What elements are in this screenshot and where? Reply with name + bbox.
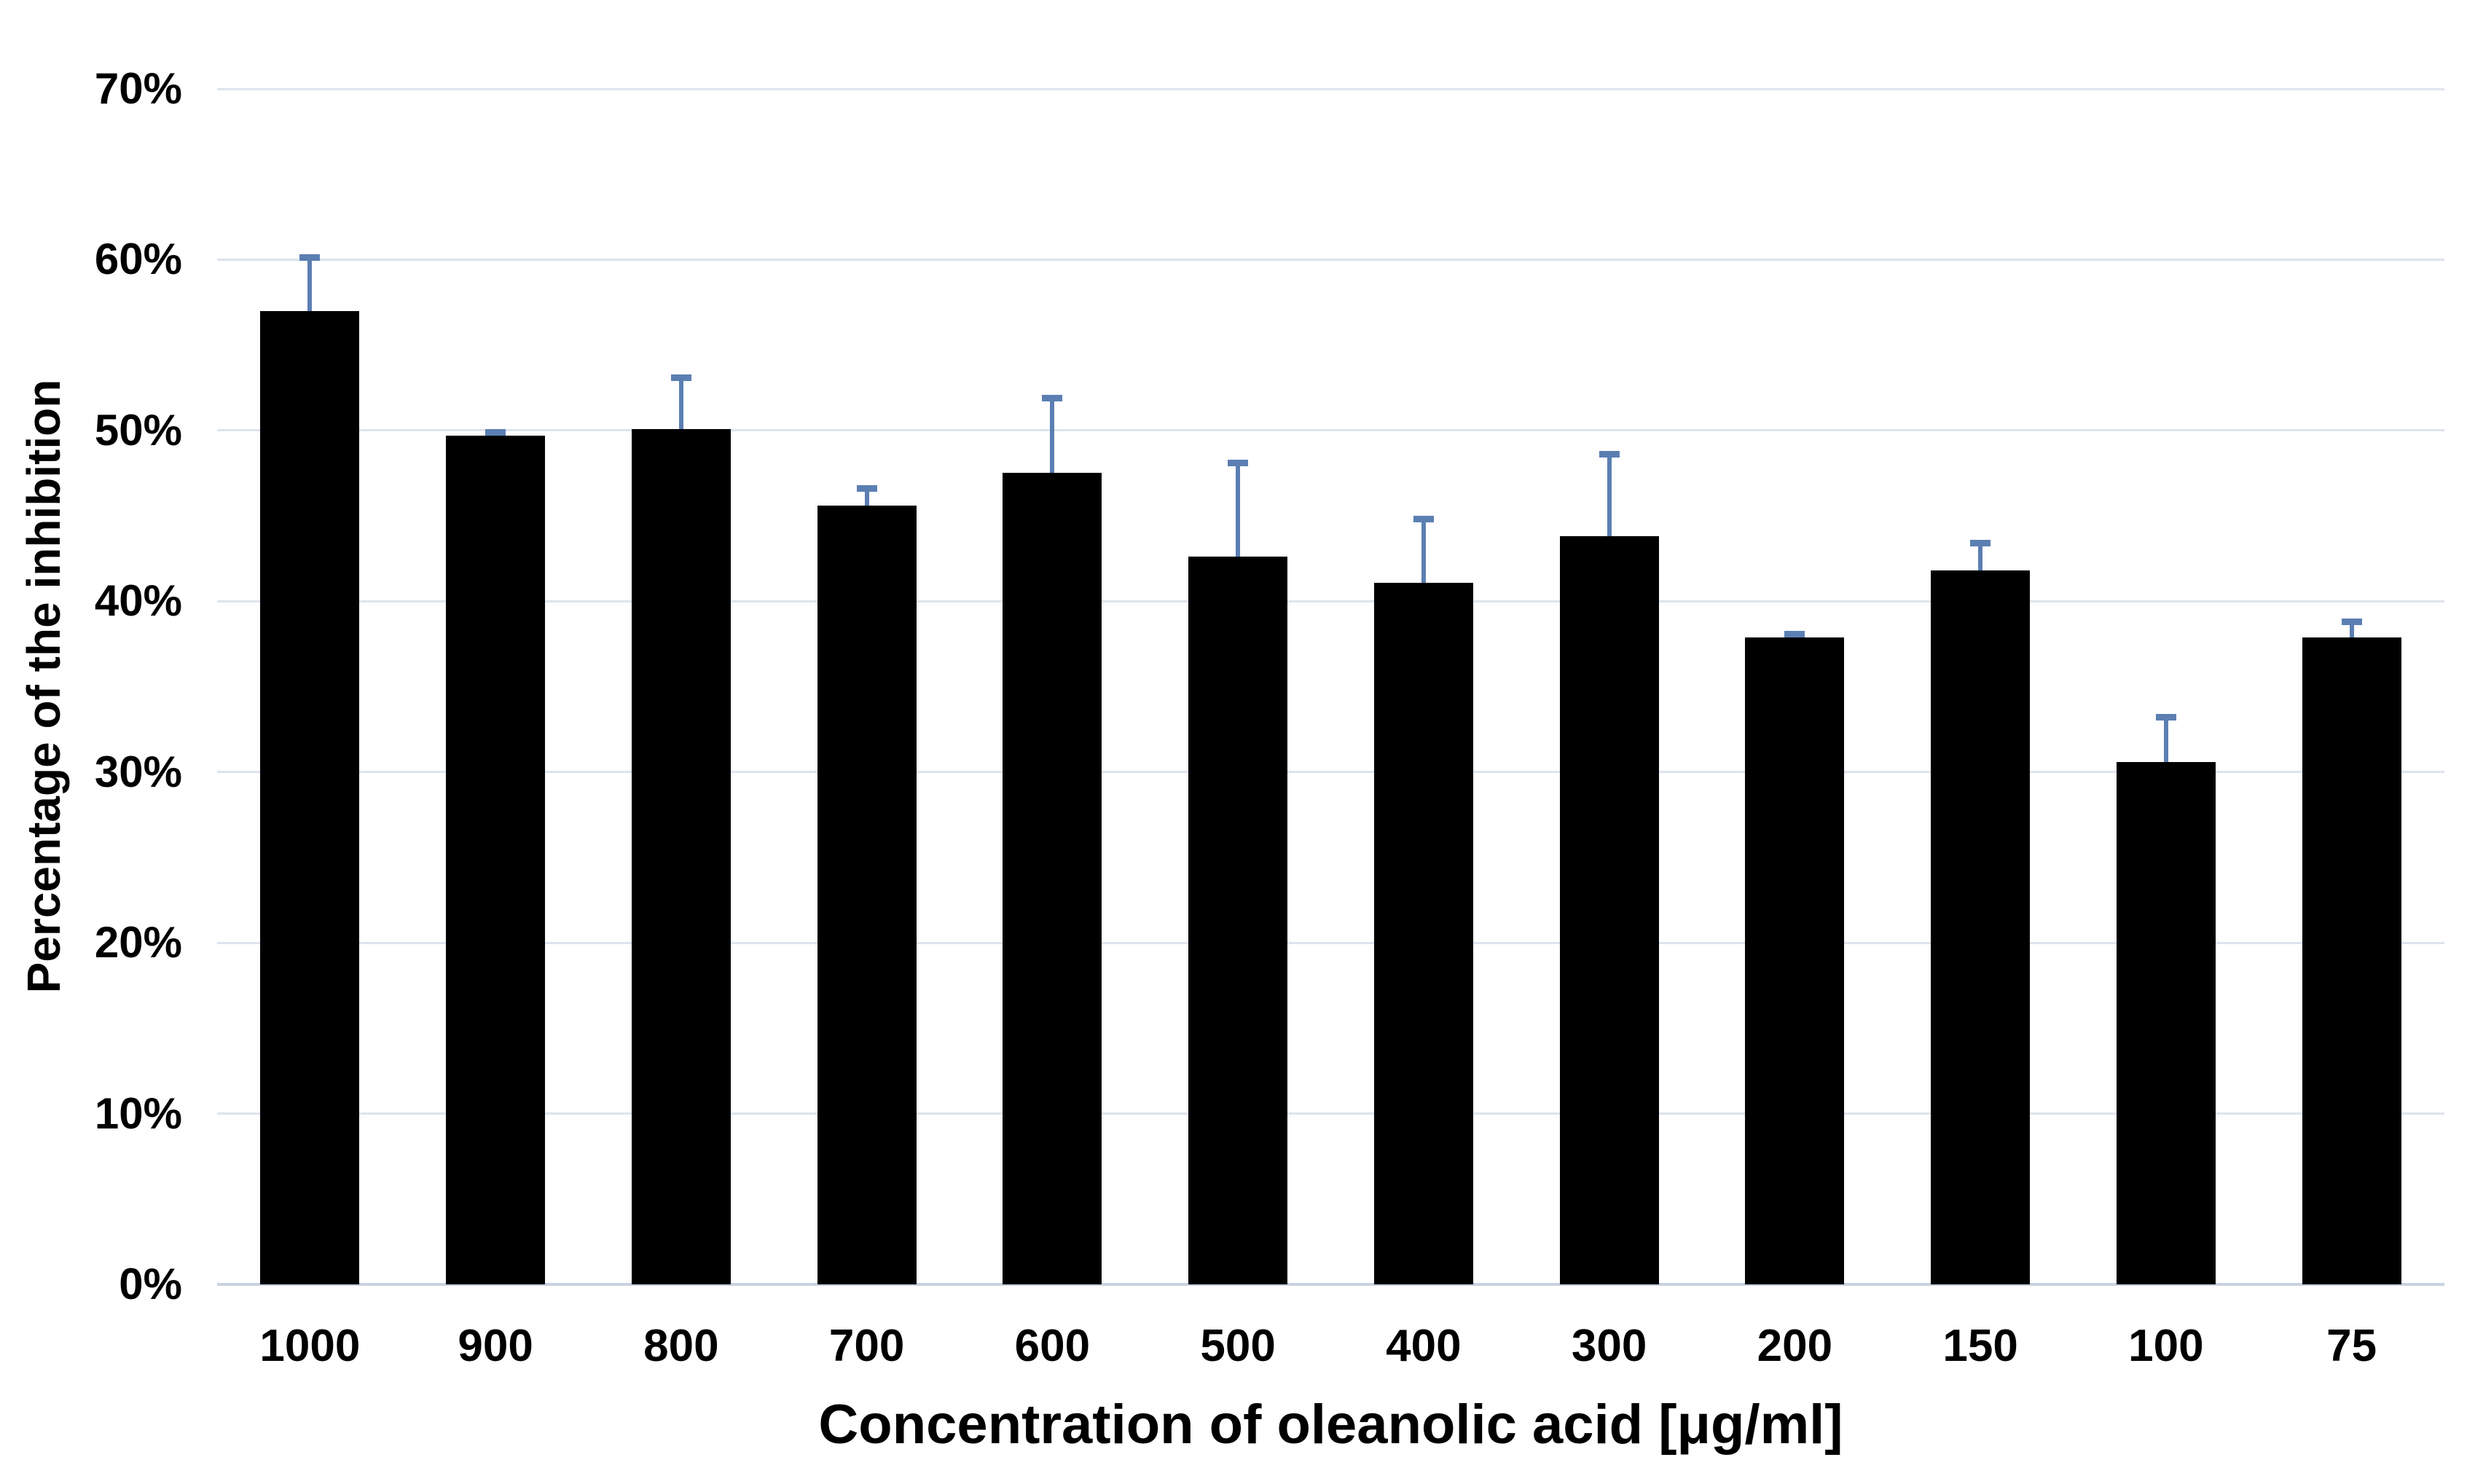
error-bar-line — [1421, 516, 1426, 583]
x-tick-label: 800 — [643, 1321, 719, 1371]
gridline — [217, 258, 2444, 261]
y-tick-label: 20% — [94, 918, 182, 967]
error-bar-cap — [1599, 451, 1620, 458]
x-tick-label: 150 — [1942, 1321, 2018, 1371]
error-bar-cap — [1970, 539, 1991, 546]
x-tick-label: 900 — [458, 1321, 533, 1371]
error-bar-line — [864, 484, 869, 506]
error-bar-line — [307, 254, 313, 311]
bar — [1559, 536, 1659, 1284]
x-tick-label: 700 — [828, 1321, 905, 1371]
x-tick-label: 75 — [2326, 1321, 2377, 1371]
bar — [260, 310, 360, 1284]
y-tick-label: 60% — [94, 235, 182, 284]
x-tick-label: 100 — [2128, 1321, 2204, 1371]
bar — [1373, 582, 1473, 1284]
x-tick-label: 1000 — [259, 1321, 361, 1371]
error-bar-cap — [670, 374, 691, 381]
error-bar-cap — [1784, 630, 1805, 637]
error-bar-line — [678, 374, 683, 429]
bar — [631, 428, 731, 1284]
error-bar-cap — [299, 254, 321, 262]
gridline — [217, 1112, 2444, 1115]
plot-area — [217, 87, 2444, 1286]
gridline — [217, 429, 2444, 432]
y-tick-label: 50% — [94, 405, 182, 455]
y-tick-label: 40% — [94, 576, 182, 626]
x-axis-tick-labels: 1000 900 800 700 600 500 400 300 200 150 100 75 — [217, 1316, 2444, 1377]
bar — [1931, 570, 2031, 1284]
error-bar-line — [2163, 714, 2168, 762]
x-tick-label: 500 — [1200, 1321, 1276, 1371]
y-tick-label: 70% — [94, 64, 182, 113]
bar — [2302, 637, 2401, 1284]
bar — [1003, 473, 1102, 1284]
error-bar-cap — [485, 428, 506, 436]
error-bar-cap — [856, 484, 877, 492]
x-tick-label: 600 — [1014, 1321, 1091, 1371]
gridline — [217, 87, 2444, 90]
gridline — [217, 941, 2444, 944]
bar — [1745, 637, 1845, 1284]
x-axis-title: Concentration of oleanolic acid [μg/ml] — [818, 1394, 1843, 1456]
bar — [817, 506, 917, 1284]
gridline — [217, 771, 2444, 774]
gridline — [217, 600, 2444, 602]
error-bar-cap — [2341, 618, 2362, 625]
x-tick-label: 400 — [1386, 1321, 1462, 1371]
error-bar-cap — [1228, 459, 1249, 466]
error-bar-cap — [1042, 394, 1063, 401]
error-bar-line — [1236, 459, 1241, 557]
error-bar-line — [1978, 539, 1983, 571]
error-bar-line — [1607, 451, 1612, 537]
error-bar-cap — [2155, 714, 2176, 721]
y-tick-label: 30% — [94, 747, 182, 796]
bar — [2116, 761, 2216, 1284]
x-axis-line — [217, 1283, 2444, 1286]
error-bar-cap — [1413, 516, 1434, 523]
bar — [446, 435, 546, 1284]
y-axis-tick-labels: 0% 10% 20% 30% 40% 50% 60% 70% — [0, 67, 182, 1306]
error-bar-line — [2349, 618, 2354, 637]
x-tick-label: 200 — [1757, 1321, 1833, 1371]
x-tick-label: 300 — [1571, 1321, 1647, 1371]
y-tick-label: 10% — [94, 1088, 182, 1138]
bar — [1188, 557, 1288, 1284]
error-bar-line — [1050, 394, 1055, 474]
y-tick-label: 0% — [119, 1260, 182, 1308]
